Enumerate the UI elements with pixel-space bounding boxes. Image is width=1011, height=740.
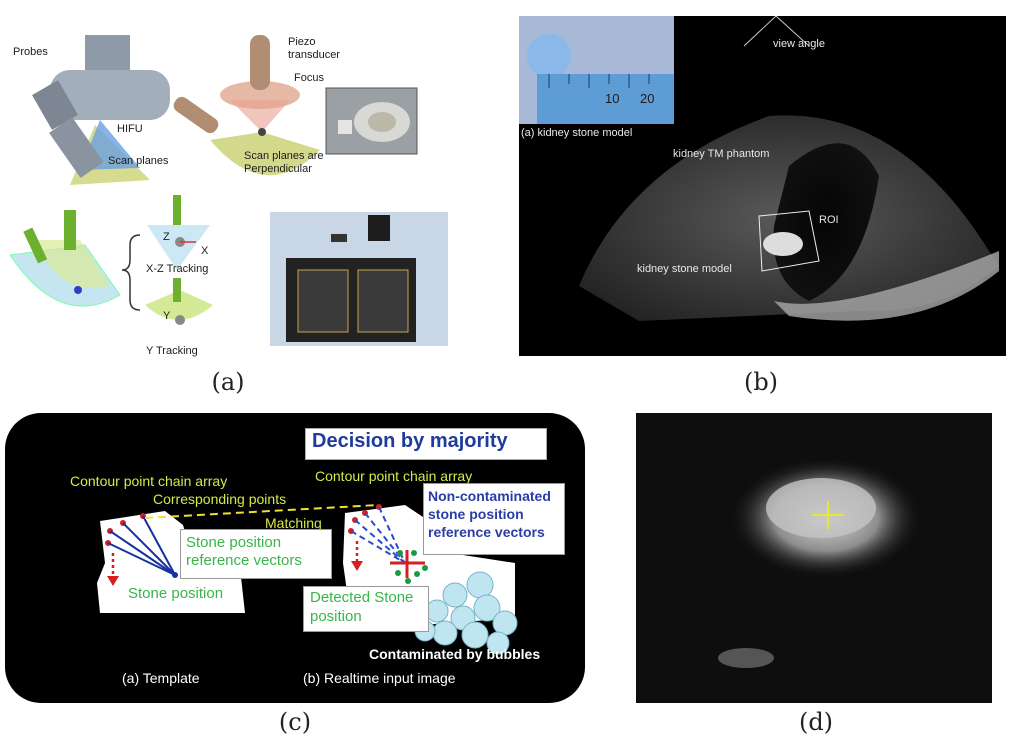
detected-stone-label-2: position xyxy=(310,608,362,625)
realtime-label: (b) Realtime input image xyxy=(303,670,456,686)
perpendicular-label-2: Perpendicular xyxy=(244,163,312,175)
panel-d xyxy=(636,413,992,703)
ruler-20-label: 20 xyxy=(640,91,655,106)
matching-label: Matching xyxy=(265,515,322,531)
perpendicular-label-1: Scan planes are xyxy=(244,150,324,162)
phantom-label: kidney TM phantom xyxy=(673,148,770,160)
y-tracking-label: Y Tracking xyxy=(146,345,198,357)
view-angle-label: view angle xyxy=(773,38,825,50)
caption-d: (d) xyxy=(798,708,834,736)
panel-c: Decision by majority Contour point chain… xyxy=(5,413,585,703)
x-axis-label: X xyxy=(201,245,209,257)
detected-stone-label-1: Detected Stone xyxy=(310,589,414,606)
noncontam-label-2: stone position xyxy=(428,506,524,522)
panel-b: view angle 10 20 (a) kidney stone model … xyxy=(519,16,1006,356)
detected-stone-box xyxy=(303,586,429,632)
template-label: (a) Template xyxy=(122,670,200,686)
hifu-label: HIFU xyxy=(117,123,143,135)
ruler-10-label: 10 xyxy=(605,91,620,106)
noncontam-label-3: reference vectors xyxy=(428,524,545,540)
caption-a: (a) xyxy=(211,368,245,396)
panel-a: Probes HIFU Scan planes Piezo transducer… xyxy=(0,0,480,396)
decision-title-box xyxy=(305,428,547,460)
stone-model-label: kidney stone model xyxy=(637,263,732,275)
contour-array-label-left: Contour point chain array xyxy=(70,473,228,489)
piezo-label: Piezo xyxy=(288,36,316,48)
inset-caption: (a) kidney stone model xyxy=(521,127,633,139)
stone-ultrasound xyxy=(718,458,921,668)
ultrasound-image xyxy=(519,16,999,322)
scan-planes-label: Scan planes xyxy=(108,155,169,167)
contour-array-label-right: Contour point chain array xyxy=(315,468,473,484)
y-axis-label: Y xyxy=(163,310,171,322)
decision-title: Decision by majority xyxy=(312,430,508,452)
roi-label: ROI xyxy=(819,214,839,226)
ref-vectors-label-2: reference vectors xyxy=(186,552,302,569)
stone-position-label: Stone position xyxy=(128,585,224,602)
ref-vectors-label-1: Stone position xyxy=(186,534,282,551)
xz-tracking-label: X-Z Tracking xyxy=(146,263,209,275)
probes-label: Probes xyxy=(13,46,48,58)
transducer-label: transducer xyxy=(288,49,340,61)
noncontam-box xyxy=(423,483,565,555)
caption-b: (b) xyxy=(743,368,779,396)
focus-label: Focus xyxy=(294,72,324,84)
corresponding-points-label: Corresponding points xyxy=(153,491,287,507)
noncontam-label-1: Non-contaminated xyxy=(428,488,551,504)
contaminated-label: Contaminated by bubbles xyxy=(369,646,541,662)
z-axis-label: Z xyxy=(163,231,170,243)
panel-a-illustrations xyxy=(9,35,448,346)
ref-vectors-box xyxy=(180,529,332,579)
caption-c: (c) xyxy=(278,708,312,736)
